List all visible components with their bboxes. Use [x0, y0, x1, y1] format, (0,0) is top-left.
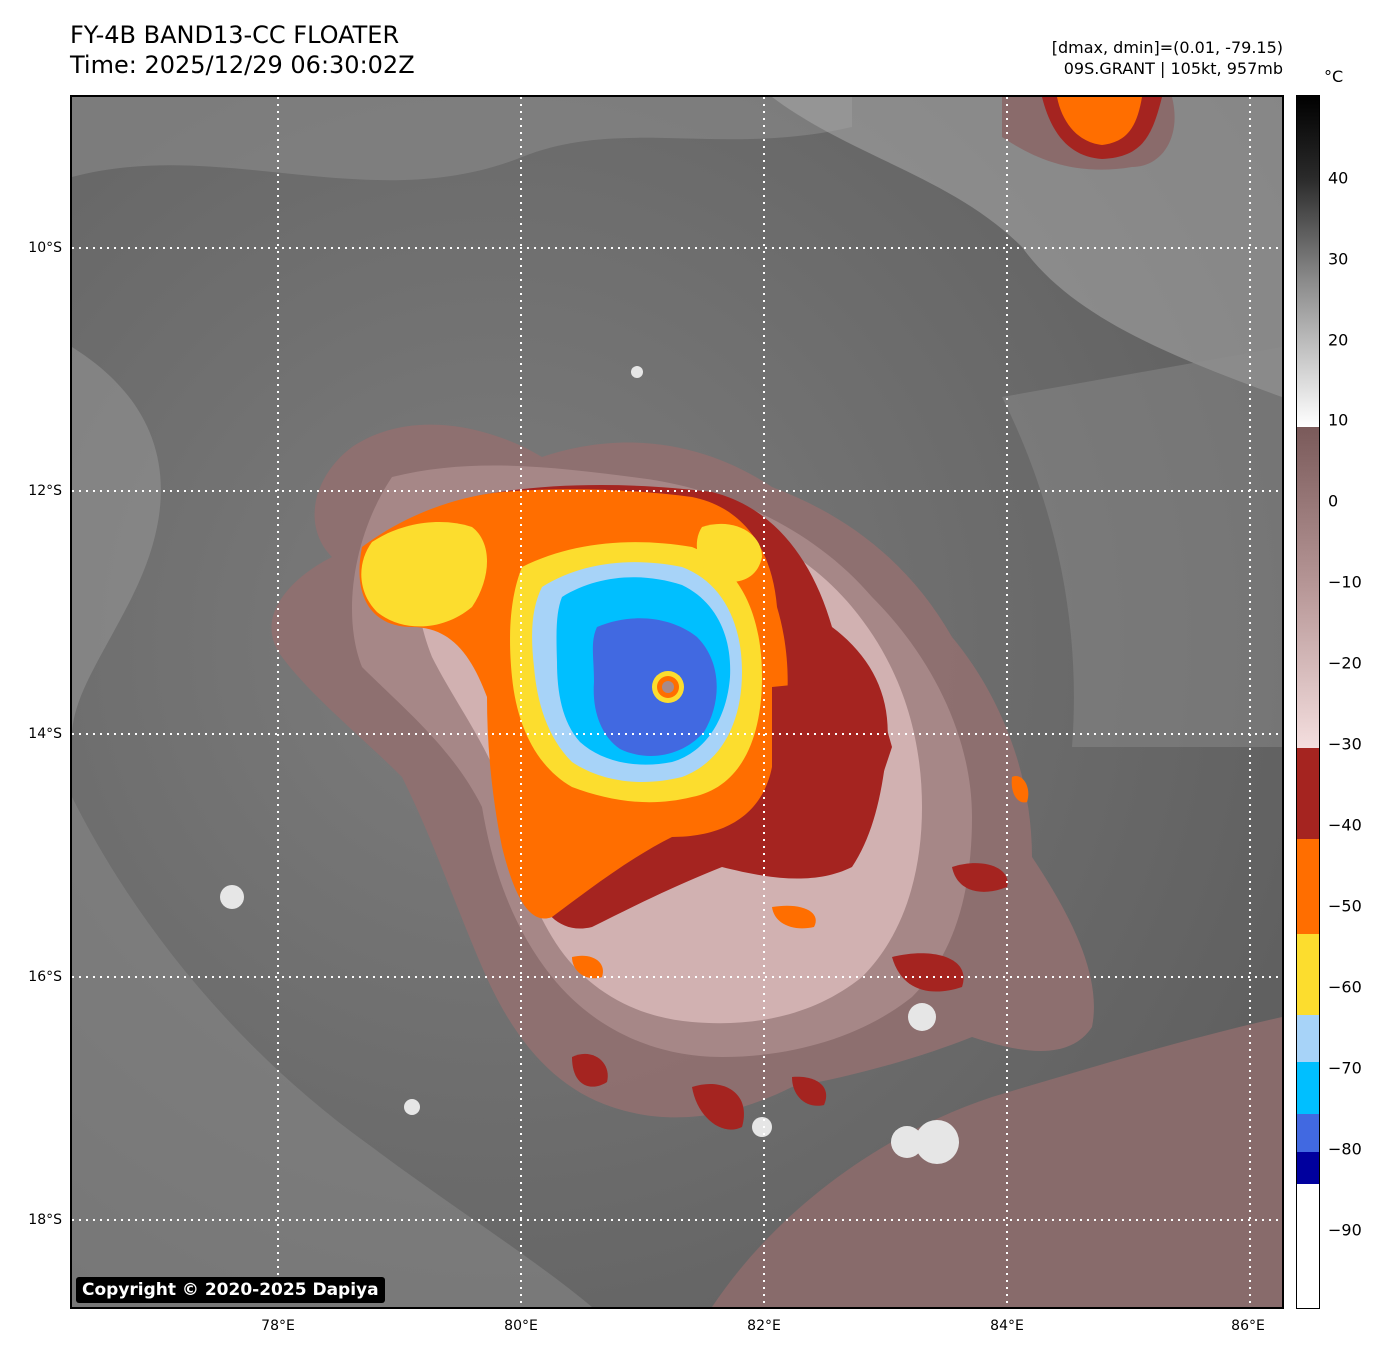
lon-label-86E: 86°E: [1231, 1318, 1265, 1334]
colorbar-navy-segment: [1296, 1152, 1320, 1184]
colorbar-dark-red-segment: [1296, 748, 1320, 839]
colorbar-tick: −50: [1328, 896, 1362, 916]
colorbar-white-segment: [1296, 1184, 1320, 1309]
satellite-map: Copyright © 2020-2025 Dapiya: [70, 95, 1284, 1309]
lat-label-18S: 18°S: [28, 1212, 62, 1228]
convection-dark-red: [952, 863, 1008, 892]
colorbar-tick: −20: [1328, 653, 1362, 673]
convection-dark-red: [572, 1053, 608, 1087]
cloud-band: [72, 797, 592, 1307]
colorbar-tick: 0: [1328, 491, 1339, 511]
bright-cloud-cells: [220, 366, 959, 1164]
cloud-band: [1002, 347, 1282, 747]
colorbar-cyan-segment: [1296, 1062, 1320, 1114]
lat-label-12S: 12°S: [28, 483, 62, 499]
lat-label-16S: 16°S: [28, 969, 62, 985]
colorbar-gray-segment: [1296, 95, 1320, 427]
cloud-band: [72, 347, 161, 737]
colorbar-tick: −70: [1328, 1058, 1362, 1078]
colorbar-tick: 20: [1328, 330, 1349, 350]
colorbar-tick: −30: [1328, 734, 1362, 754]
lon-label-80E: 80°E: [504, 1318, 538, 1334]
satellite-imagery: [72, 97, 1282, 1307]
dmax-dmin-readout: [dmax, dmin]=(0.01, -79.15): [1051, 38, 1283, 57]
convection-orange: [1057, 97, 1142, 145]
convection-orange: [1011, 776, 1029, 803]
colorbar-tick: −10: [1328, 572, 1362, 592]
graticule: [72, 97, 1282, 1307]
convection-dark-red: [792, 1076, 827, 1106]
lon-label-82E: 82°E: [747, 1318, 781, 1334]
map-time: Time: 2025/12/29 06:30:02Z: [70, 51, 415, 79]
convection-yellow: [361, 522, 487, 627]
convection-orange: [572, 955, 603, 979]
convection-dark-red: [692, 1083, 744, 1130]
convection-orange: [772, 905, 816, 929]
colorbar: [1296, 95, 1320, 1309]
colorbar-tick: 10: [1328, 410, 1349, 430]
convection-yellow: [696, 523, 762, 582]
colorbar-yellow-segment: [1296, 934, 1320, 1015]
lon-label-78E: 78°E: [261, 1318, 295, 1334]
colorbar-tick: 40: [1328, 168, 1349, 188]
cirrus-shield: [712, 1017, 1282, 1307]
lon-label-84E: 84°E: [990, 1318, 1024, 1334]
cloud-band: [72, 97, 852, 181]
colorbar-tick: 30: [1328, 249, 1349, 269]
colorbar-royal-blue-segment: [1296, 1114, 1320, 1152]
colorbar-tick: −40: [1328, 815, 1362, 835]
colorbar-light-blue-segment: [1296, 1015, 1320, 1062]
copyright-badge: Copyright © 2020-2025 Dapiya: [76, 1277, 385, 1303]
lat-label-10S: 10°S: [28, 240, 62, 256]
convection-dark-red: [892, 953, 964, 992]
colorbar-tick: −60: [1328, 977, 1362, 997]
colorbar-unit: °C: [1324, 67, 1344, 86]
colorbar-tick: −80: [1328, 1139, 1362, 1159]
colorbar-orange-segment: [1296, 839, 1320, 934]
map-title: FY-4B BAND13-CC FLOATER: [70, 21, 400, 49]
convection-dark-red: [772, 677, 892, 837]
cloud-band: [772, 97, 1282, 397]
colorbar-brown-segment: [1296, 427, 1320, 748]
storm-info: 09S.GRANT | 105kt, 957mb: [1063, 59, 1283, 78]
colorbar-tick: −90: [1328, 1220, 1362, 1240]
lat-label-14S: 14°S: [28, 726, 62, 742]
storm-eye: [662, 681, 674, 693]
